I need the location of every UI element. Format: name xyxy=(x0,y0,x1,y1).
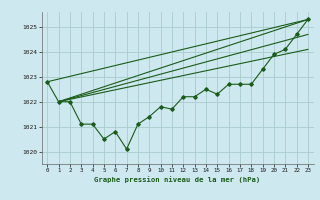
X-axis label: Graphe pression niveau de la mer (hPa): Graphe pression niveau de la mer (hPa) xyxy=(94,176,261,183)
